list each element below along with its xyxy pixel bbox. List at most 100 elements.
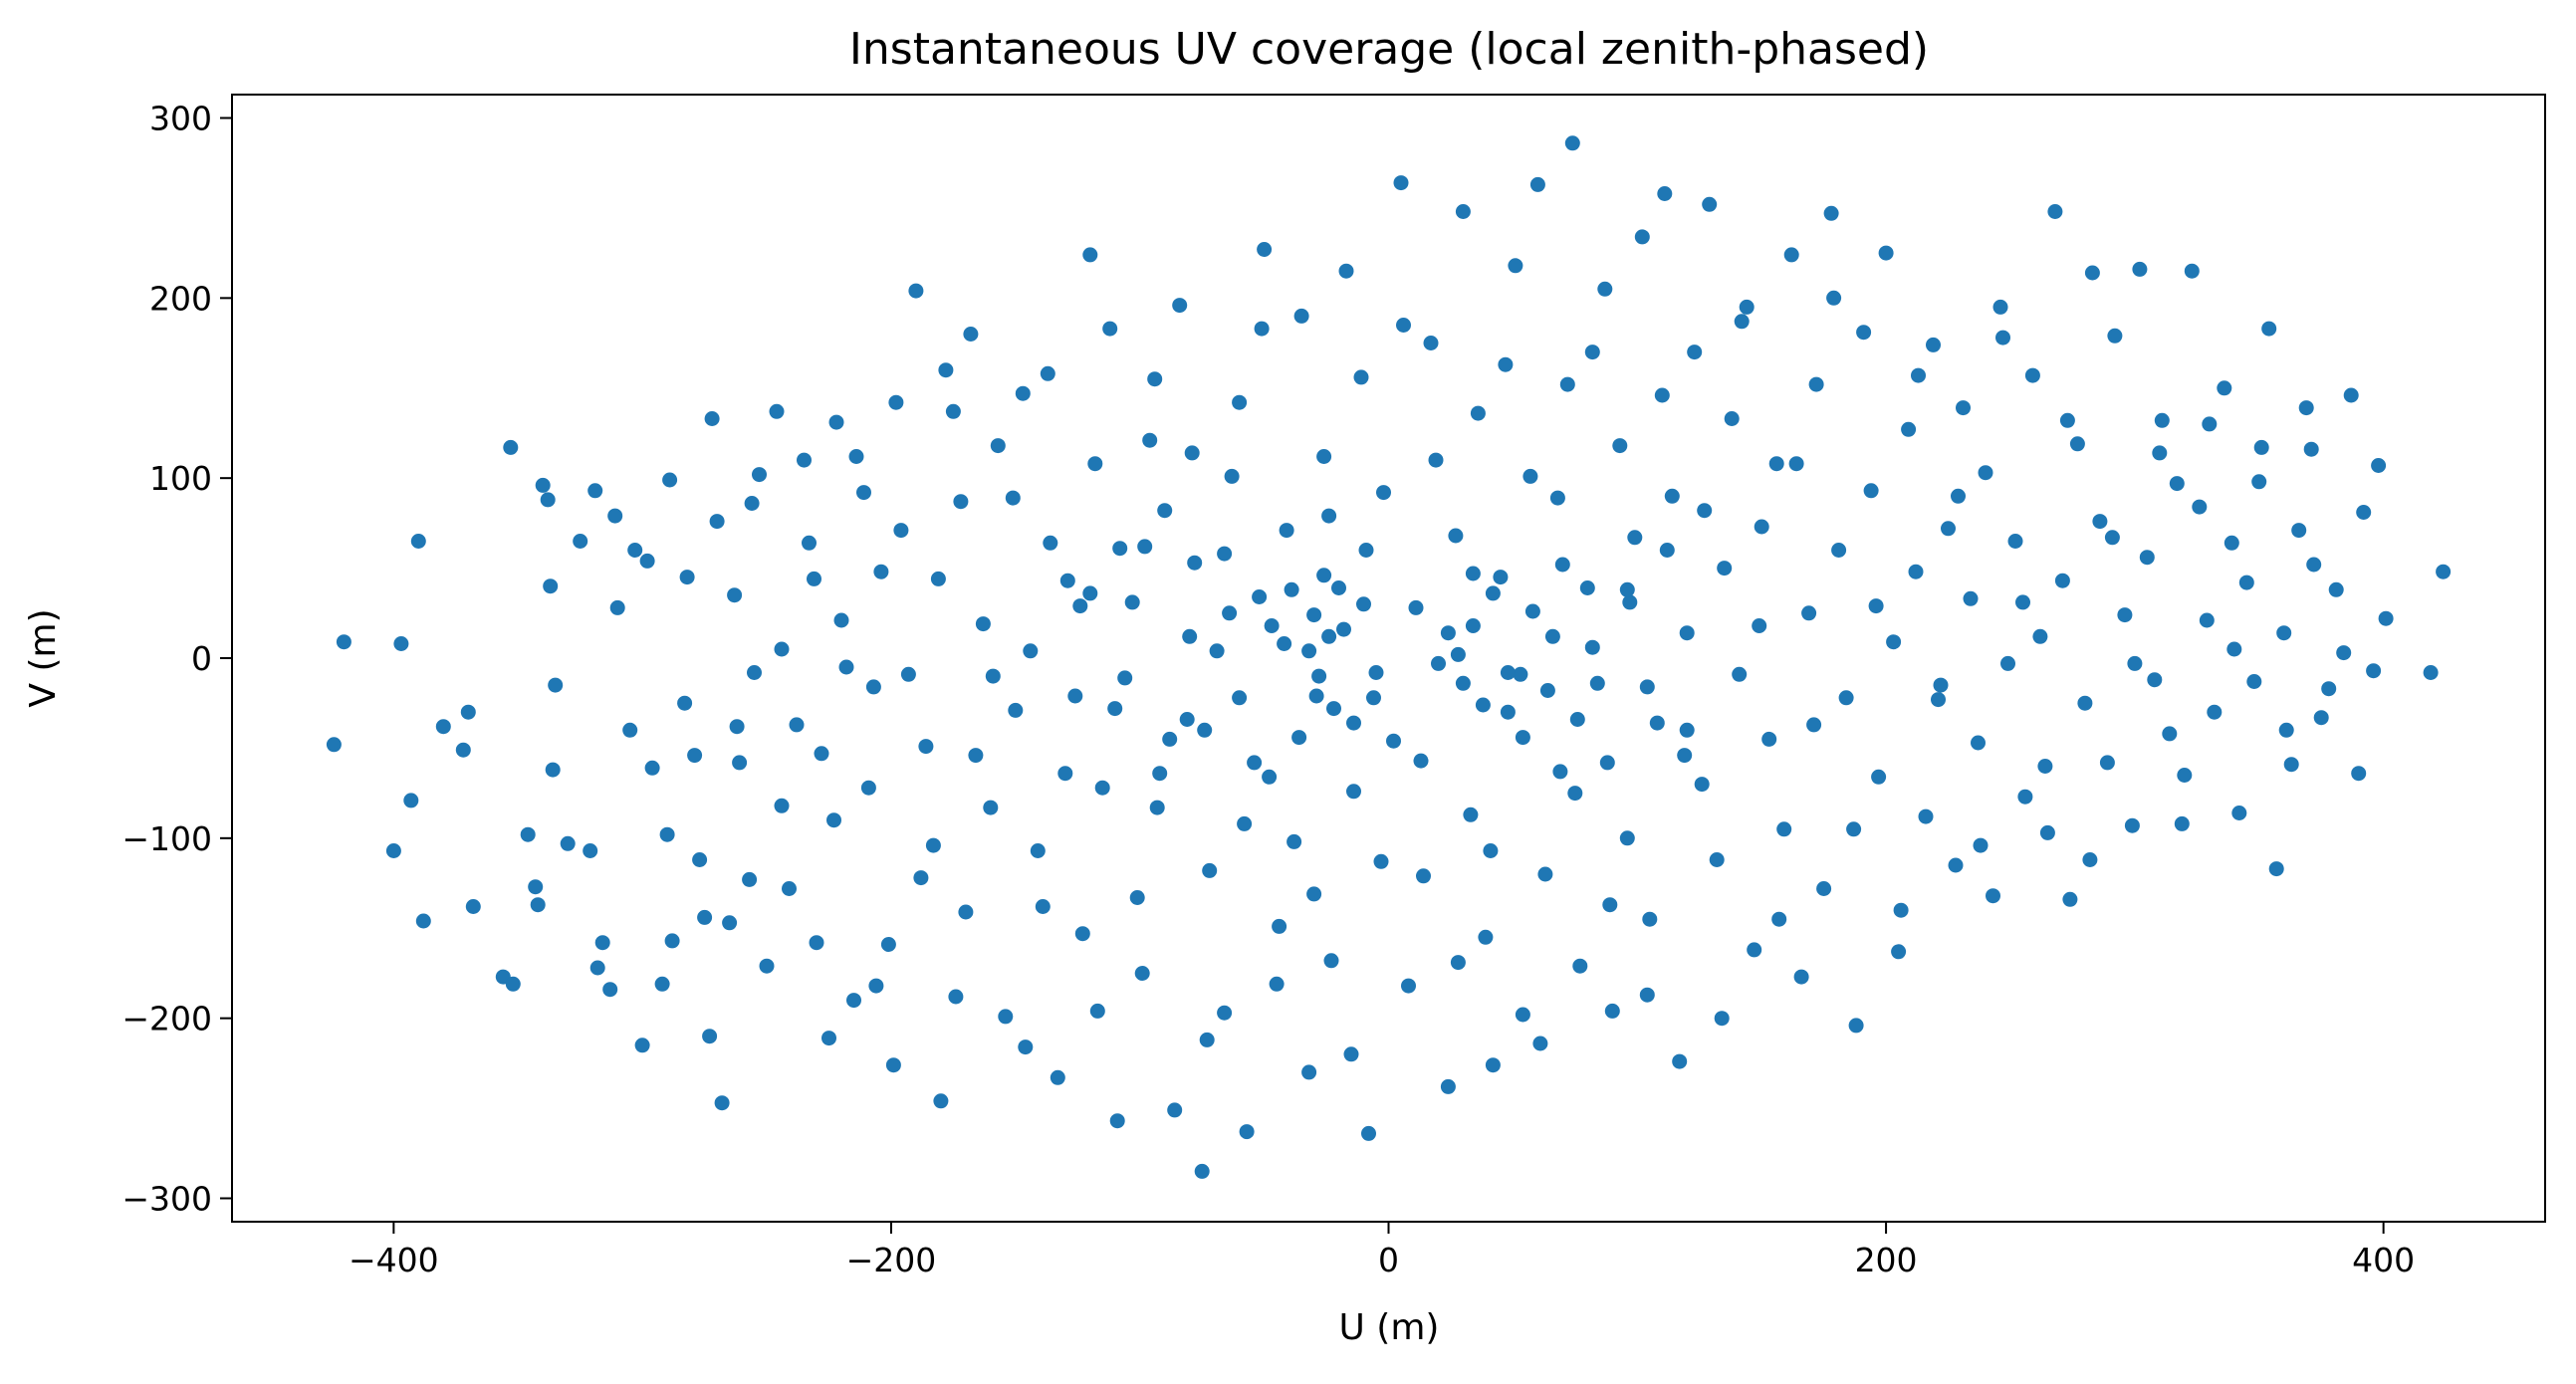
data-point bbox=[1602, 897, 1618, 913]
data-point bbox=[687, 748, 703, 764]
data-point bbox=[1301, 643, 1317, 659]
data-point bbox=[893, 523, 909, 539]
data-point bbox=[1816, 881, 1832, 896]
data-point bbox=[2047, 204, 2063, 219]
data-point bbox=[644, 760, 660, 776]
data-point bbox=[2276, 625, 2292, 641]
data-point bbox=[1956, 400, 1971, 416]
data-point bbox=[607, 508, 623, 524]
data-points bbox=[326, 135, 2452, 1179]
data-point bbox=[1734, 314, 1750, 330]
data-point bbox=[1018, 1039, 1034, 1055]
data-point bbox=[1532, 1036, 1548, 1051]
data-point bbox=[2217, 380, 2232, 396]
data-point bbox=[2039, 824, 2055, 840]
data-point bbox=[2104, 530, 2120, 546]
data-point bbox=[1552, 764, 1568, 780]
data-point bbox=[505, 976, 521, 992]
data-point bbox=[1639, 679, 1655, 695]
data-point bbox=[2162, 726, 2178, 742]
data-point bbox=[622, 722, 638, 738]
data-point bbox=[1059, 573, 1075, 588]
data-point bbox=[1373, 853, 1389, 869]
data-point bbox=[2303, 441, 2319, 457]
data-point bbox=[2024, 367, 2040, 383]
data-point bbox=[1217, 1005, 1233, 1021]
data-point bbox=[1724, 411, 1740, 426]
data-point bbox=[1237, 815, 1253, 831]
data-point bbox=[1239, 1124, 1255, 1140]
y-tick-label: −100 bbox=[121, 819, 212, 858]
data-point bbox=[1040, 365, 1055, 381]
data-point bbox=[938, 362, 954, 378]
data-point bbox=[809, 935, 824, 951]
data-point bbox=[1868, 598, 1884, 614]
data-point bbox=[2261, 321, 2277, 337]
x-tick-label: 200 bbox=[1855, 1241, 1918, 1279]
data-point bbox=[1544, 628, 1560, 644]
data-point bbox=[709, 514, 725, 530]
data-point bbox=[2283, 757, 2299, 773]
data-point bbox=[2246, 674, 2262, 689]
data-point bbox=[1067, 688, 1083, 704]
data-point bbox=[1134, 966, 1150, 981]
data-point bbox=[1331, 580, 1346, 595]
data-point bbox=[1343, 1046, 1359, 1062]
data-point bbox=[1450, 646, 1466, 662]
data-point bbox=[865, 679, 881, 695]
data-point bbox=[913, 870, 929, 886]
data-point bbox=[1157, 503, 1173, 519]
data-point bbox=[627, 543, 643, 558]
data-point bbox=[742, 871, 758, 887]
data-point bbox=[1142, 432, 1158, 448]
data-point bbox=[1232, 394, 1248, 410]
plot-area-frame bbox=[231, 94, 2546, 1223]
data-point bbox=[1973, 837, 1989, 853]
x-tick-label: 0 bbox=[1378, 1241, 1399, 1279]
data-point bbox=[2343, 387, 2359, 403]
data-point bbox=[1358, 543, 1374, 558]
data-point bbox=[985, 668, 1001, 684]
data-point bbox=[1754, 519, 1769, 535]
data-point bbox=[1493, 570, 1509, 585]
data-point bbox=[1209, 643, 1225, 659]
data-point bbox=[1082, 585, 1098, 601]
data-point bbox=[1702, 196, 1718, 212]
data-point bbox=[1485, 1057, 1501, 1073]
data-point bbox=[602, 982, 618, 998]
data-point bbox=[1524, 603, 1540, 619]
data-point bbox=[1672, 1053, 1688, 1069]
data-point bbox=[589, 960, 605, 976]
data-point bbox=[2436, 564, 2452, 579]
data-point bbox=[860, 780, 876, 796]
data-point bbox=[1217, 546, 1233, 562]
data-point bbox=[1440, 1078, 1456, 1094]
data-point bbox=[1714, 1011, 1730, 1027]
data-point bbox=[868, 978, 884, 994]
data-point bbox=[435, 719, 451, 735]
data-point bbox=[1470, 405, 1486, 421]
data-point bbox=[543, 578, 559, 594]
data-point bbox=[654, 976, 670, 992]
data-point bbox=[769, 403, 785, 419]
data-point bbox=[1117, 670, 1133, 686]
data-point bbox=[821, 1031, 836, 1046]
data-point bbox=[848, 449, 864, 464]
x-tick-label: −200 bbox=[846, 1241, 937, 1279]
data-point bbox=[1396, 318, 1411, 333]
data-point bbox=[2336, 645, 2352, 661]
data-point bbox=[2371, 458, 2387, 473]
data-point bbox=[1709, 852, 1725, 867]
data-point bbox=[639, 553, 655, 569]
data-point bbox=[326, 737, 342, 753]
data-point bbox=[1831, 543, 1847, 558]
data-point bbox=[1634, 229, 1650, 245]
data-point bbox=[759, 958, 775, 974]
data-point bbox=[2000, 655, 2015, 671]
data-point bbox=[1089, 1003, 1105, 1019]
data-point bbox=[2177, 768, 2193, 783]
data-point bbox=[1500, 665, 1516, 680]
data-point bbox=[1035, 899, 1051, 914]
data-point bbox=[1465, 566, 1481, 581]
